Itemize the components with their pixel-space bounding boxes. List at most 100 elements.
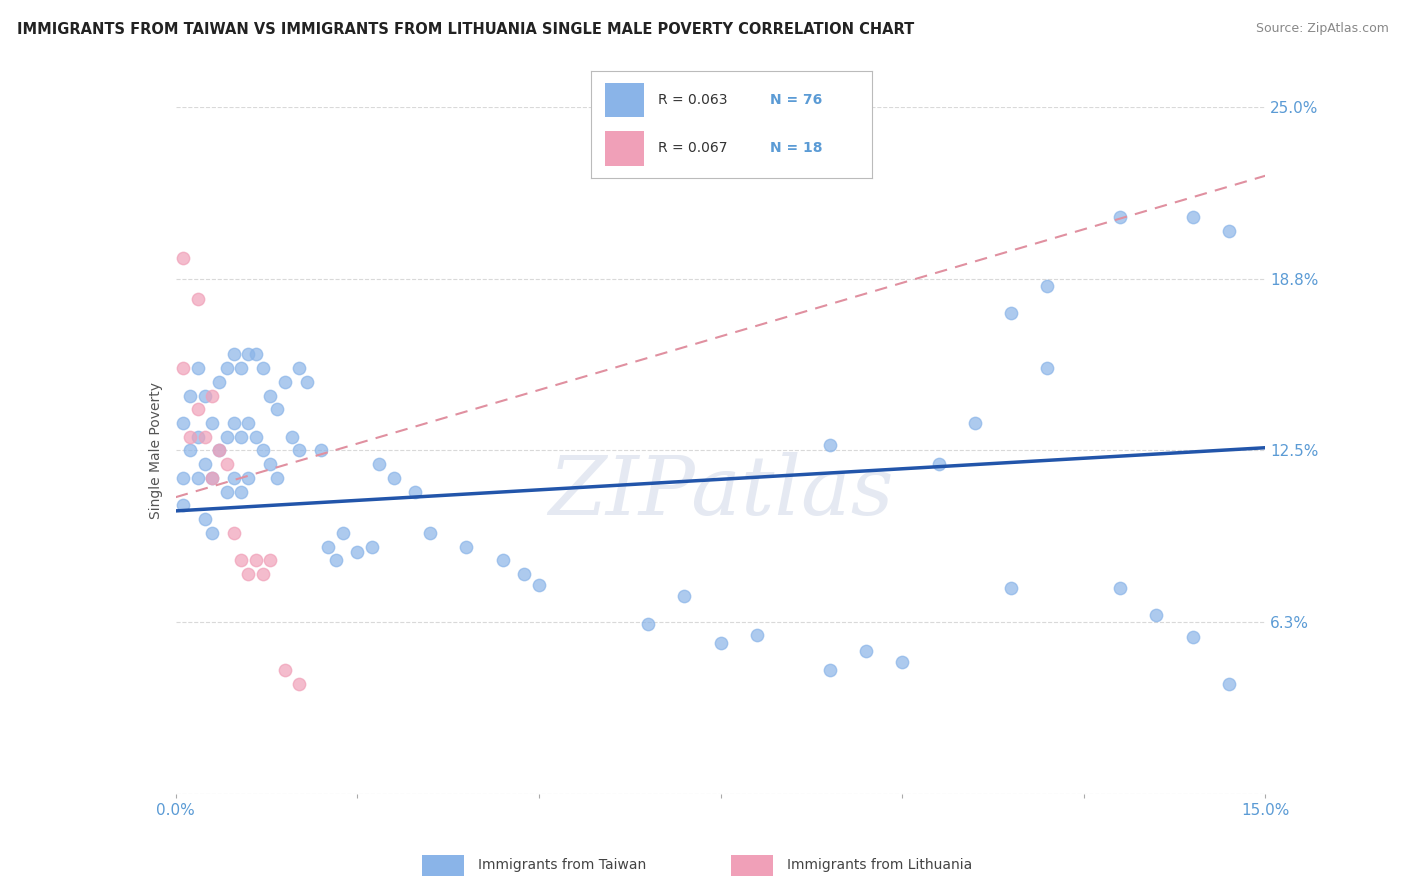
Point xyxy=(172,416,194,430)
Point xyxy=(259,388,281,402)
Point xyxy=(201,525,224,540)
Y-axis label: Single Male Poverty: Single Male Poverty xyxy=(149,382,163,519)
Point xyxy=(238,567,260,582)
Point xyxy=(274,375,297,389)
Point xyxy=(963,416,986,430)
Point xyxy=(745,627,768,641)
Point xyxy=(259,553,281,567)
Text: IMMIGRANTS FROM TAIWAN VS IMMIGRANTS FROM LITHUANIA SINGLE MALE POVERTY CORRELAT: IMMIGRANTS FROM TAIWAN VS IMMIGRANTS FRO… xyxy=(17,22,914,37)
Text: R = 0.063: R = 0.063 xyxy=(658,94,727,107)
Point xyxy=(513,567,536,582)
Point xyxy=(208,375,231,389)
Point xyxy=(231,430,253,444)
Point xyxy=(1000,581,1022,595)
Point xyxy=(208,443,231,458)
Point xyxy=(215,457,238,471)
Point xyxy=(245,553,267,567)
Point xyxy=(172,499,194,513)
Point xyxy=(288,361,311,376)
Point xyxy=(1036,361,1059,376)
Point xyxy=(266,402,288,417)
Point xyxy=(186,293,209,307)
Point xyxy=(201,471,224,485)
Point xyxy=(281,430,304,444)
Point xyxy=(325,553,347,567)
Point xyxy=(492,553,515,567)
Text: R = 0.067: R = 0.067 xyxy=(658,142,727,155)
Point xyxy=(1146,608,1168,623)
Point xyxy=(245,347,267,361)
Point xyxy=(456,540,478,554)
Point xyxy=(179,388,201,402)
Point xyxy=(710,636,733,650)
Bar xyxy=(731,855,773,876)
Point xyxy=(673,589,696,603)
Point xyxy=(252,567,274,582)
Point xyxy=(201,388,224,402)
Point xyxy=(1109,210,1132,224)
Point xyxy=(222,347,245,361)
Point xyxy=(818,438,841,452)
Point xyxy=(818,663,841,677)
Point xyxy=(208,443,231,458)
Point xyxy=(222,471,245,485)
Point xyxy=(186,471,209,485)
Point xyxy=(222,525,245,540)
Text: N = 76: N = 76 xyxy=(770,94,823,107)
Point xyxy=(527,578,550,592)
Point xyxy=(1036,278,1059,293)
Text: Immigrants from Lithuania: Immigrants from Lithuania xyxy=(787,858,973,872)
Point xyxy=(419,525,441,540)
Point xyxy=(194,388,217,402)
Point xyxy=(252,361,274,376)
Point xyxy=(215,430,238,444)
Bar xyxy=(422,855,464,876)
Point xyxy=(179,443,201,458)
Point xyxy=(238,416,260,430)
Point xyxy=(252,443,274,458)
Point xyxy=(309,443,332,458)
Text: Source: ZipAtlas.com: Source: ZipAtlas.com xyxy=(1256,22,1389,36)
Point xyxy=(194,430,217,444)
Point xyxy=(288,443,311,458)
Point xyxy=(194,457,217,471)
Point xyxy=(231,553,253,567)
Point xyxy=(245,430,267,444)
Point xyxy=(1218,677,1240,691)
Point xyxy=(186,361,209,376)
Point xyxy=(238,347,260,361)
Point xyxy=(1181,630,1204,644)
Point xyxy=(266,471,288,485)
Point xyxy=(332,525,354,540)
Point xyxy=(172,361,194,376)
Point xyxy=(288,677,311,691)
Bar xyxy=(605,131,644,166)
Text: N = 18: N = 18 xyxy=(770,142,823,155)
Point xyxy=(1000,306,1022,320)
Point xyxy=(231,361,253,376)
Point xyxy=(382,471,405,485)
Text: Immigrants from Taiwan: Immigrants from Taiwan xyxy=(478,858,647,872)
Point xyxy=(194,512,217,526)
Point xyxy=(891,655,914,669)
Point xyxy=(231,484,253,499)
Point xyxy=(405,484,427,499)
Point xyxy=(1218,224,1240,238)
Point xyxy=(274,663,297,677)
Point xyxy=(637,616,659,631)
Point xyxy=(172,471,194,485)
Bar xyxy=(605,83,644,118)
Point xyxy=(1109,581,1132,595)
Point xyxy=(259,457,281,471)
Point xyxy=(368,457,391,471)
Point xyxy=(222,416,245,430)
Point xyxy=(928,457,950,471)
Point xyxy=(179,430,201,444)
Point xyxy=(360,540,382,554)
Point xyxy=(855,644,877,658)
Point xyxy=(186,402,209,417)
Point xyxy=(238,471,260,485)
Point xyxy=(318,540,340,554)
Point xyxy=(215,361,238,376)
Point xyxy=(186,430,209,444)
